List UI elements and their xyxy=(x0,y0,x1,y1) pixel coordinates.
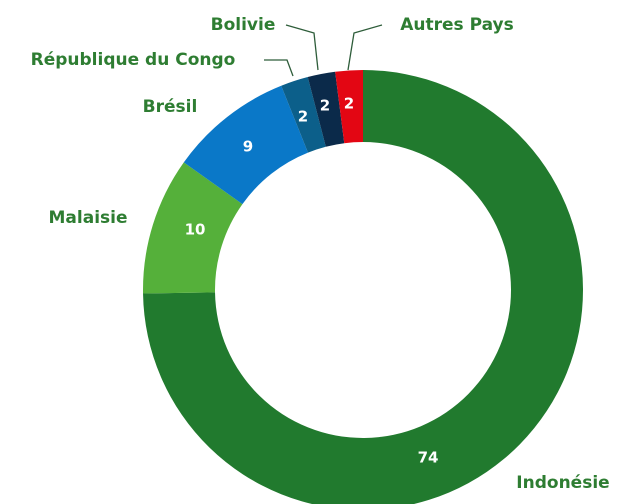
category-label: Autres Pays xyxy=(400,15,514,35)
value-label: 2 xyxy=(298,108,308,126)
leader-line xyxy=(285,24,319,71)
donut-slice xyxy=(335,70,363,144)
category-label: République du Congo xyxy=(31,50,236,70)
category-label: Bolivie xyxy=(211,15,276,35)
donut-slice xyxy=(307,71,345,147)
category-label: Brésil xyxy=(143,97,198,117)
leader-line xyxy=(347,24,383,71)
value-label: 10 xyxy=(185,221,206,239)
value-label: 74 xyxy=(418,449,439,467)
category-label: Indonésie xyxy=(516,473,609,493)
value-label: 2 xyxy=(344,95,354,113)
value-label: 9 xyxy=(243,138,253,156)
donut-slice xyxy=(143,162,243,294)
category-label: Malaisie xyxy=(49,208,128,228)
donut-slice xyxy=(281,77,326,153)
donut-slice xyxy=(183,85,308,205)
value-label: 2 xyxy=(320,97,330,115)
leader-line xyxy=(264,59,294,77)
donut-slice xyxy=(143,70,583,504)
